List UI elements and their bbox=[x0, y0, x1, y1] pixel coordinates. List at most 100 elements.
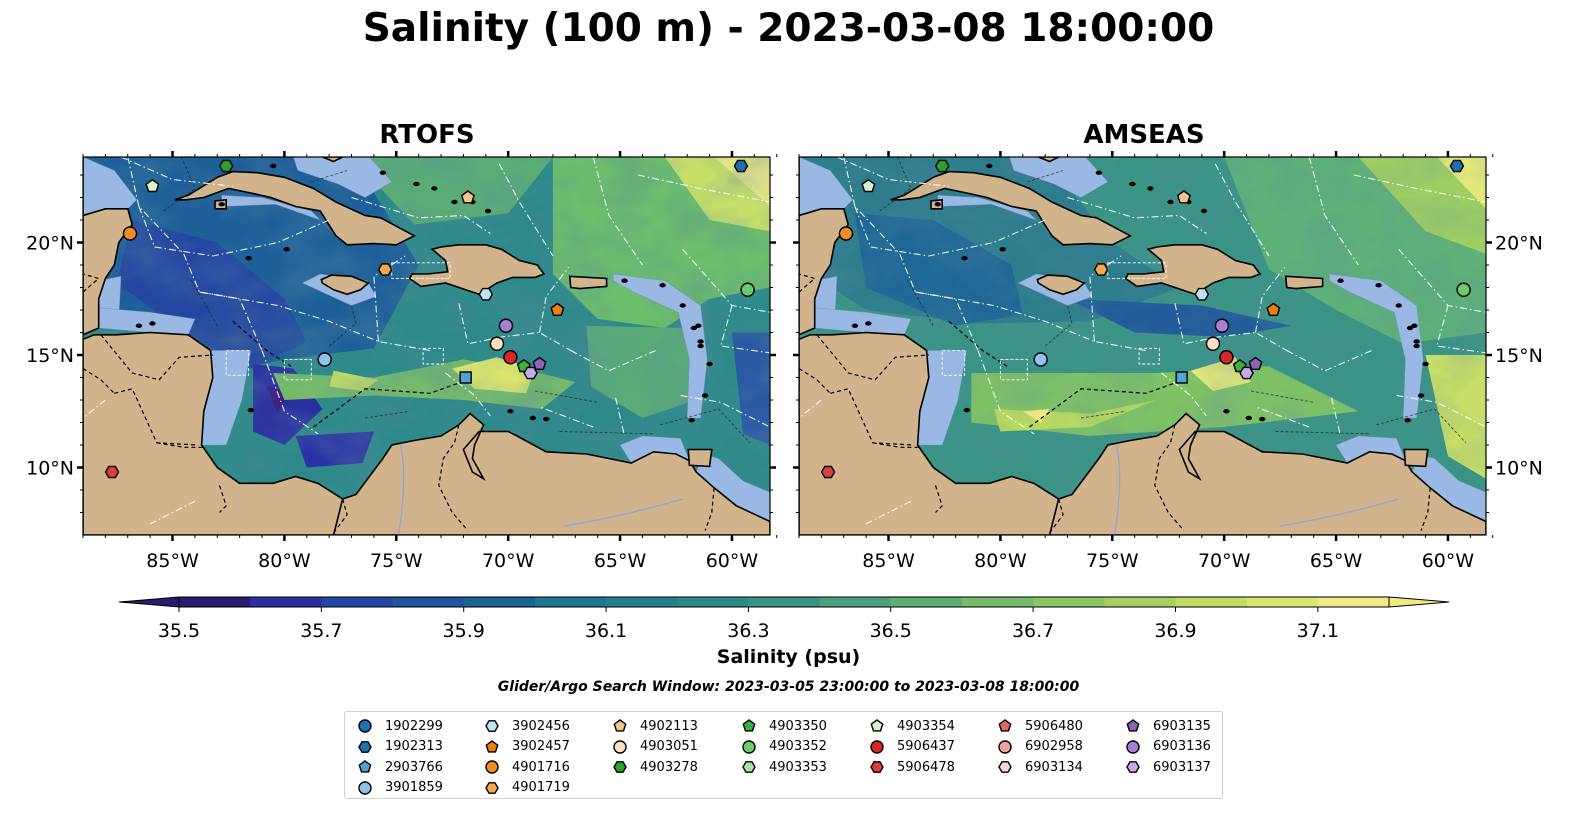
float-marker-3901859 bbox=[1033, 352, 1048, 367]
map-frame-amseas bbox=[798, 156, 1487, 536]
legend-marker-hexagon bbox=[742, 761, 756, 774]
map-panel-amseas bbox=[799, 157, 1486, 535]
lon-tick-label: 85°W bbox=[146, 550, 199, 572]
legend-item-6902958: 6902958 bbox=[997, 737, 1083, 758]
float-marker-4903354 bbox=[145, 178, 160, 193]
float-marker-3901859 bbox=[317, 352, 332, 367]
legend-marker-hexagon bbox=[1126, 761, 1140, 774]
legend-item-2903766: 2903766 bbox=[357, 757, 443, 778]
legend-marker-circle bbox=[613, 740, 627, 754]
legend-label: 3902456 bbox=[512, 718, 570, 734]
legend-label: 4903352 bbox=[769, 739, 827, 755]
colorbar-tick-label: 36.7 bbox=[1012, 620, 1054, 642]
float-marker-6903135 bbox=[532, 356, 547, 370]
float-marker-5906437 bbox=[1219, 350, 1234, 365]
float-marker-1902313 bbox=[733, 159, 749, 173]
legend-label: 6903135 bbox=[1153, 718, 1211, 734]
legend-marker bbox=[742, 761, 756, 774]
legend-label: 6902958 bbox=[1025, 739, 1083, 755]
colorbar-segment bbox=[606, 597, 678, 607]
legend-label: 4903051 bbox=[640, 739, 698, 755]
legend-marker bbox=[998, 761, 1012, 774]
legend-marker-circle bbox=[998, 740, 1012, 754]
legend-marker bbox=[485, 720, 499, 733]
lon-tick-label: 75°W bbox=[370, 550, 423, 572]
float-marker-4903278 bbox=[934, 159, 950, 173]
legend-marker bbox=[613, 740, 627, 754]
float-marker-6903137 bbox=[1239, 366, 1254, 380]
float-marker-6903135 bbox=[1248, 356, 1263, 370]
float-marker-6903136 bbox=[1214, 318, 1230, 333]
lon-tick-label: 75°W bbox=[1086, 550, 1139, 572]
colorbar-segment bbox=[534, 597, 607, 607]
panel-title-rtofs: RTOFS bbox=[379, 120, 475, 150]
legend-column: 4903350 4903352 4903353 bbox=[741, 716, 827, 778]
float-marker bbox=[459, 371, 472, 384]
legend-item-4903352: 4903352 bbox=[741, 737, 827, 758]
legend-marker-pentagon bbox=[870, 719, 884, 732]
float-marker-6903136 bbox=[498, 318, 514, 333]
float-marker-4902113 bbox=[460, 190, 475, 204]
legend-item-4903278: 4903278 bbox=[612, 757, 698, 778]
float-marker-4901716 bbox=[838, 226, 854, 241]
lon-tick-label: 60°W bbox=[1422, 550, 1475, 572]
legend-column: 4902113 4903051 4903278 bbox=[612, 716, 698, 778]
float-marker-5906478 bbox=[820, 465, 836, 479]
map-panel-rtofs bbox=[83, 157, 770, 535]
legend-marker-circle bbox=[742, 740, 756, 754]
lon-tick-label: 65°W bbox=[594, 550, 647, 572]
legend-marker-circle bbox=[358, 719, 372, 733]
colorbar-tick-label: 35.5 bbox=[158, 620, 200, 642]
legend-marker-hexagon bbox=[613, 761, 627, 774]
legend-item-1902299: 1902299 bbox=[357, 716, 443, 737]
legend-label: 4903353 bbox=[769, 759, 827, 775]
legend-marker bbox=[998, 740, 1012, 754]
legend-item-3902456: 3902456 bbox=[484, 716, 570, 737]
legend-item-4901716: 4901716 bbox=[484, 757, 570, 778]
colorbar-segment bbox=[392, 597, 465, 607]
legend-item-6903135: 6903135 bbox=[1125, 716, 1211, 737]
float-marker-4903051 bbox=[489, 336, 505, 351]
legend-label: 4901716 bbox=[512, 759, 570, 775]
legend-marker-hexagon bbox=[870, 761, 884, 774]
lon-tick-label: 70°W bbox=[482, 550, 535, 572]
colorbar-segment bbox=[321, 597, 394, 607]
float-legend: 1902299 1902313 2903766 3901859 3902456 39024… bbox=[344, 711, 1223, 799]
colorbar: 35.5 35.7 35.9 36.1 36.3 36.5 36.7 36.9 37.1 bbox=[118, 596, 1450, 642]
legend-marker bbox=[358, 719, 372, 733]
legend-marker-circle bbox=[485, 760, 499, 774]
legend-label: 6903134 bbox=[1025, 759, 1083, 775]
lat-tick-label: 15°N bbox=[26, 345, 74, 367]
legend-marker-hexagon bbox=[998, 761, 1012, 774]
float-markers-rtofs bbox=[104, 159, 755, 479]
legend-label: 5906437 bbox=[897, 739, 955, 755]
float-marker-4903352 bbox=[740, 282, 755, 297]
colorbar-extend-max bbox=[1388, 596, 1450, 608]
legend-label: 5906478 bbox=[897, 759, 955, 775]
legend-marker-pentagon bbox=[1126, 719, 1140, 732]
legend-label: 4903354 bbox=[897, 718, 955, 734]
colorbar-tick-label: 36.9 bbox=[1154, 620, 1196, 642]
lon-tick-label: 70°W bbox=[1198, 550, 1251, 572]
legend-marker bbox=[485, 781, 499, 794]
legend-item-4903353: 4903353 bbox=[741, 757, 827, 778]
colorbar-segment bbox=[961, 597, 1034, 607]
float-marker-1902313 bbox=[1449, 159, 1465, 173]
colorbar-segment bbox=[1104, 597, 1177, 607]
float-marker-5906478 bbox=[104, 465, 120, 479]
float-marker-4901719 bbox=[1093, 263, 1109, 276]
figure-title: Salinity (100 m) - 2023-03-08 18:00:00 bbox=[362, 6, 1215, 51]
legend-label: 4901719 bbox=[512, 780, 570, 796]
float-marker-5906437 bbox=[503, 350, 518, 365]
legend-column: 4903354 5906437 5906478 bbox=[869, 716, 955, 778]
colorbar-segment bbox=[1317, 597, 1390, 607]
legend-item-4903354: 4903354 bbox=[869, 716, 955, 737]
legend-marker bbox=[870, 719, 884, 732]
colorbar-tick-label: 36.1 bbox=[585, 620, 627, 642]
colorbar-extend-min bbox=[118, 596, 180, 608]
legend-column: 6903135 6903136 6903137 bbox=[1125, 716, 1211, 778]
legend-item-5906478: 5906478 bbox=[869, 757, 955, 778]
legend-item-1902313: 1902313 bbox=[357, 737, 443, 758]
legend-item-6903136: 6903136 bbox=[1125, 737, 1211, 758]
colorbar-segment bbox=[1175, 597, 1248, 607]
